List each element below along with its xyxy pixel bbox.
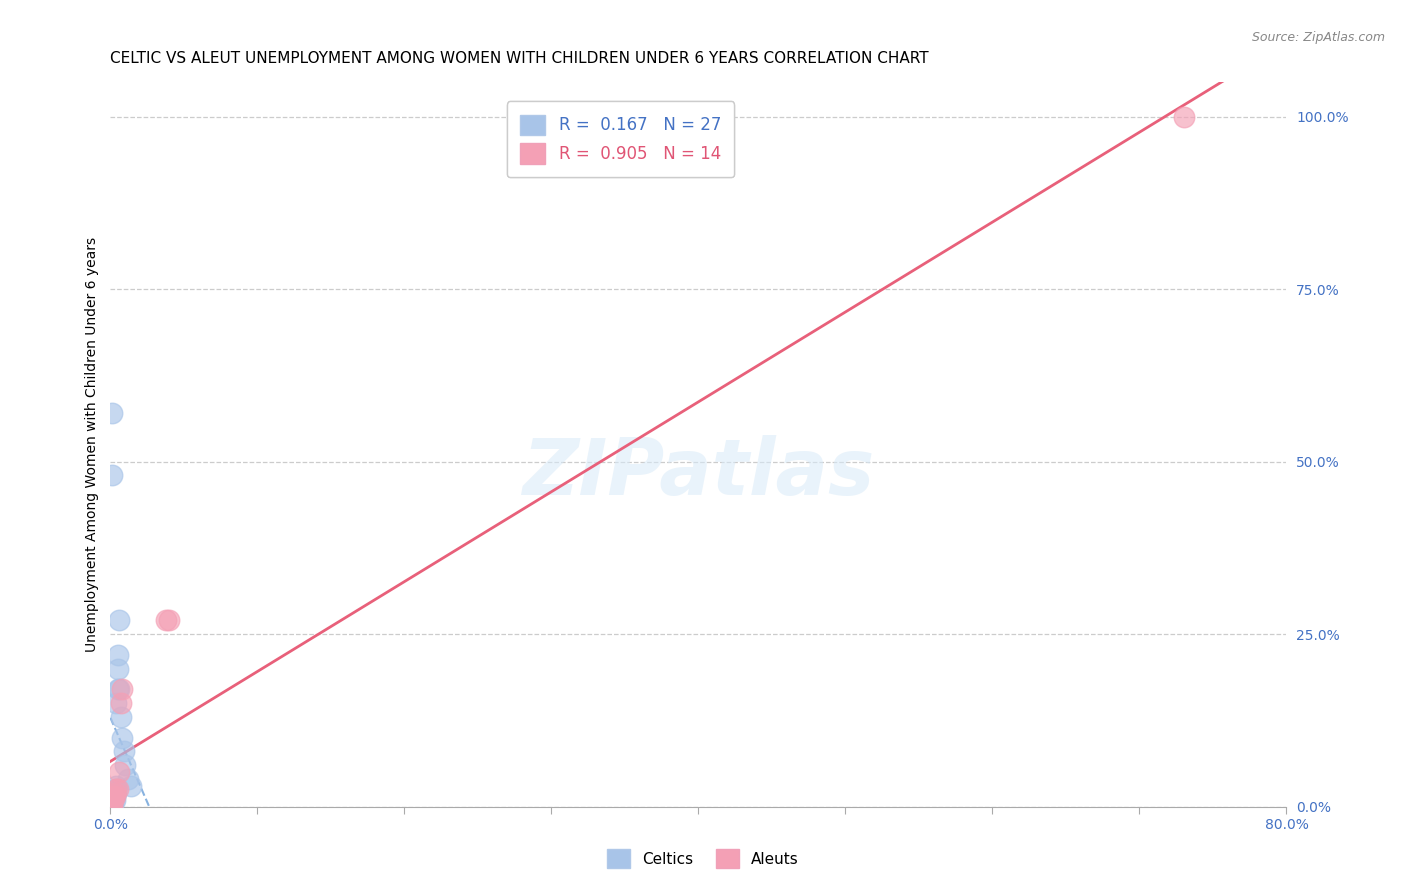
Point [110, 710, 132, 724]
Point [105, 786, 128, 800]
Point [104, 793, 127, 807]
Point [101, 796, 124, 810]
Point [117, 772, 139, 786]
Point [104, 786, 127, 800]
Point [104, 789, 127, 804]
Point [1173, 110, 1195, 124]
Point [105, 696, 128, 710]
Point [105, 782, 128, 797]
Point [120, 779, 142, 793]
Point [108, 765, 131, 780]
Point [107, 662, 129, 676]
Point [110, 696, 132, 710]
Point [155, 613, 177, 627]
Point [103, 789, 125, 804]
Y-axis label: Unemployment Among Women with Children Under 6 years: Unemployment Among Women with Children U… [86, 236, 100, 652]
Point [101, 468, 124, 483]
Text: CELTIC VS ALEUT UNEMPLOYMENT AMONG WOMEN WITH CHILDREN UNDER 6 YEARS CORRELATION: CELTIC VS ALEUT UNEMPLOYMENT AMONG WOMEN… [111, 51, 929, 66]
Point [108, 613, 131, 627]
Point [107, 682, 129, 697]
Point [103, 796, 125, 810]
Point [103, 793, 125, 807]
Point [103, 789, 125, 804]
Point [101, 799, 124, 814]
Point [101, 796, 124, 810]
Point [114, 758, 136, 772]
Point [111, 731, 134, 745]
Text: ZIPatlas: ZIPatlas [522, 435, 875, 511]
Point [101, 799, 124, 814]
Legend: R =  0.167   N = 27, R =  0.905   N = 14: R = 0.167 N = 27, R = 0.905 N = 14 [506, 102, 734, 177]
Point [101, 406, 124, 420]
Point [105, 782, 128, 797]
Legend: Celtics, Aleuts: Celtics, Aleuts [599, 841, 807, 875]
Point [104, 786, 127, 800]
Point [103, 793, 125, 807]
Point [105, 779, 128, 793]
Text: Source: ZipAtlas.com: Source: ZipAtlas.com [1251, 31, 1385, 45]
Point [108, 682, 131, 697]
Point [104, 789, 127, 804]
Point [111, 682, 134, 697]
Point [101, 786, 124, 800]
Point [157, 613, 180, 627]
Point [103, 786, 125, 800]
Point [112, 744, 135, 758]
Point [107, 782, 129, 797]
Point [107, 648, 129, 662]
